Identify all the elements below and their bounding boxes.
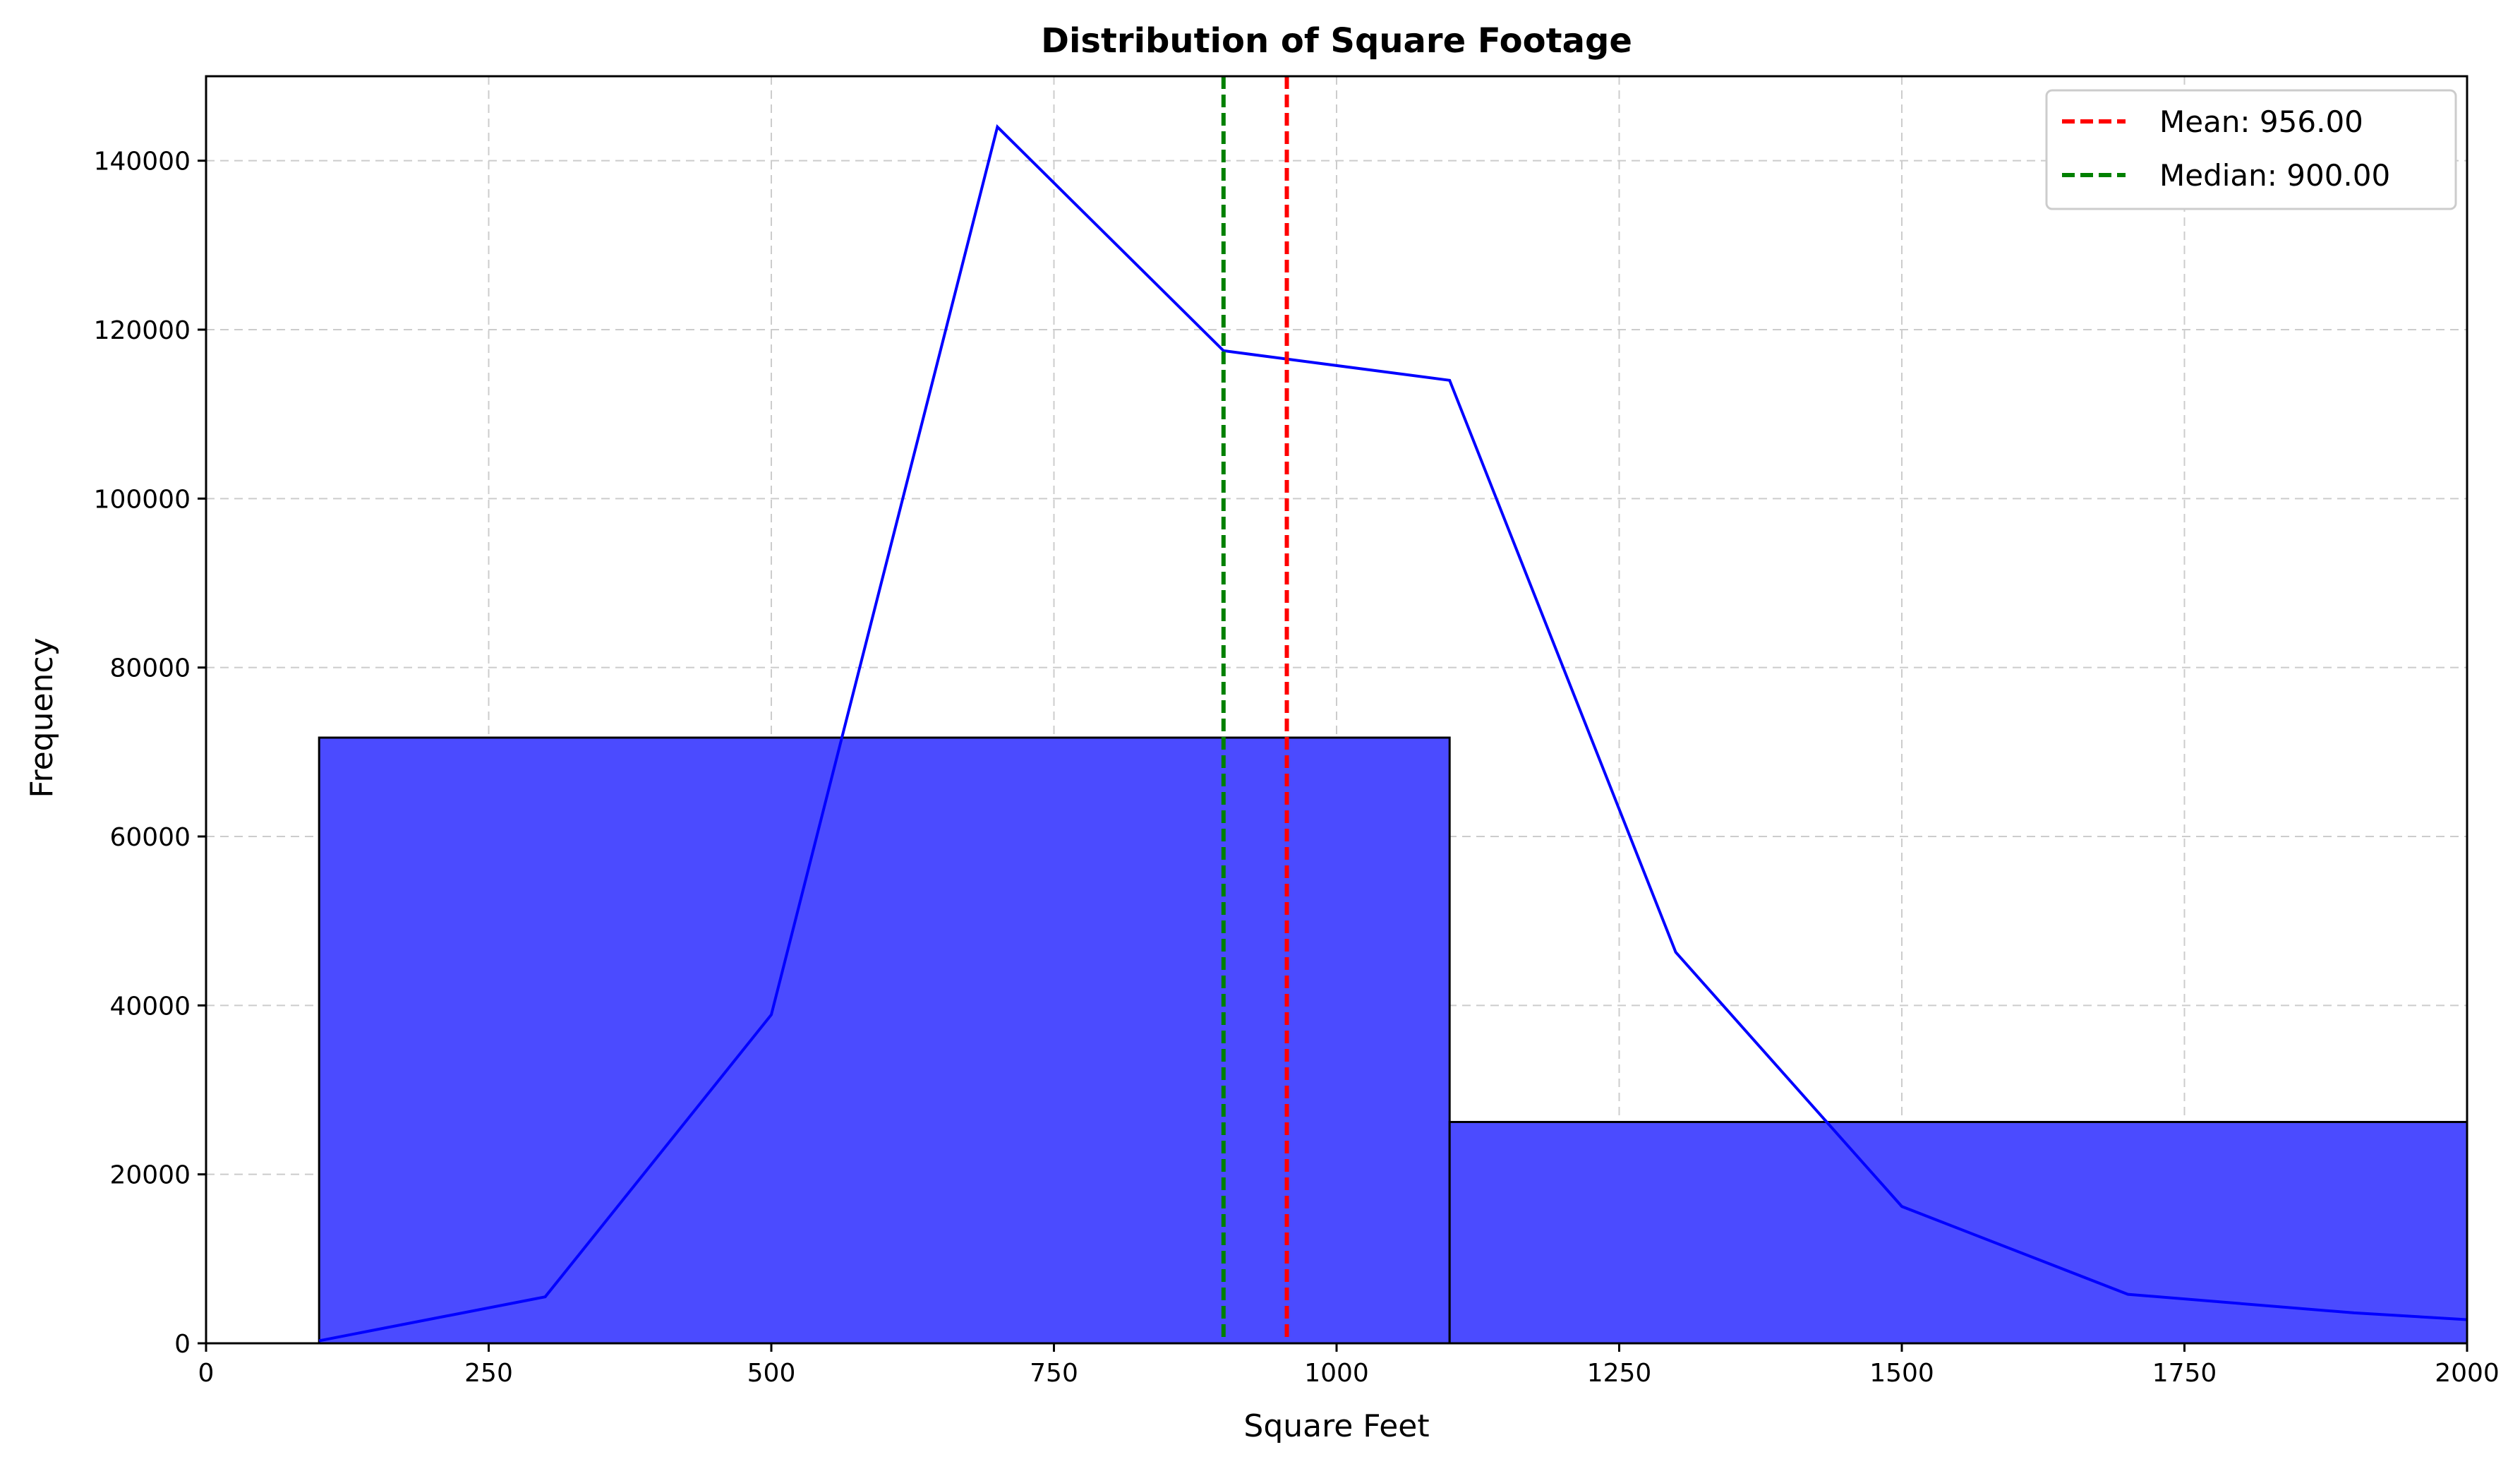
y-tick-label: 140000 xyxy=(94,148,191,176)
legend-median-label: Median: 900.00 xyxy=(2159,158,2390,193)
x-tick-label: 250 xyxy=(464,1359,513,1388)
y-axis-ticks: 0 20000 40000 60000 80000 100000 120000 140000 xyxy=(94,148,206,1359)
legend: Mean: 956.00 Median: 900.00 xyxy=(2045,89,2457,210)
y-tick-label: 40000 xyxy=(109,992,191,1021)
y-tick-label: 20000 xyxy=(109,1161,191,1190)
x-tick-label: 1500 xyxy=(1869,1359,1934,1388)
x-tick-label: 2000 xyxy=(2435,1359,2500,1388)
x-tick-label: 1750 xyxy=(2152,1359,2217,1388)
x-tick-label: 500 xyxy=(747,1359,796,1388)
legend-box xyxy=(2045,89,2457,210)
density-line xyxy=(318,124,2468,1343)
x-tick-label: 750 xyxy=(1030,1359,1078,1388)
x-tick-label: 1000 xyxy=(1304,1359,1369,1388)
y-tick-label: 80000 xyxy=(109,654,191,683)
histogram-bar xyxy=(1448,1120,2468,1345)
x-axis-label: Square Feet xyxy=(1243,1408,1429,1444)
x-tick-label: 0 xyxy=(198,1359,215,1388)
y-tick-label: 100000 xyxy=(94,485,191,514)
x-tick-label: 1250 xyxy=(1587,1359,1652,1388)
y-axis-label: Frequency xyxy=(24,637,60,798)
y-tick-label: 0 xyxy=(174,1330,191,1359)
chart-title: Distribution of Square Footage xyxy=(1041,21,1632,61)
legend-mean-label: Mean: 956.00 xyxy=(2159,104,2363,139)
reference-lines xyxy=(1221,76,1289,1343)
histogram-bar xyxy=(318,736,1451,1345)
density-line-group xyxy=(318,124,2468,1343)
y-tick-label: 120000 xyxy=(94,316,191,345)
y-tick-label: 60000 xyxy=(109,823,191,852)
x-axis-ticks: 0 250 500 750 1000 1250 1500 1750 2000 xyxy=(198,1343,2500,1388)
